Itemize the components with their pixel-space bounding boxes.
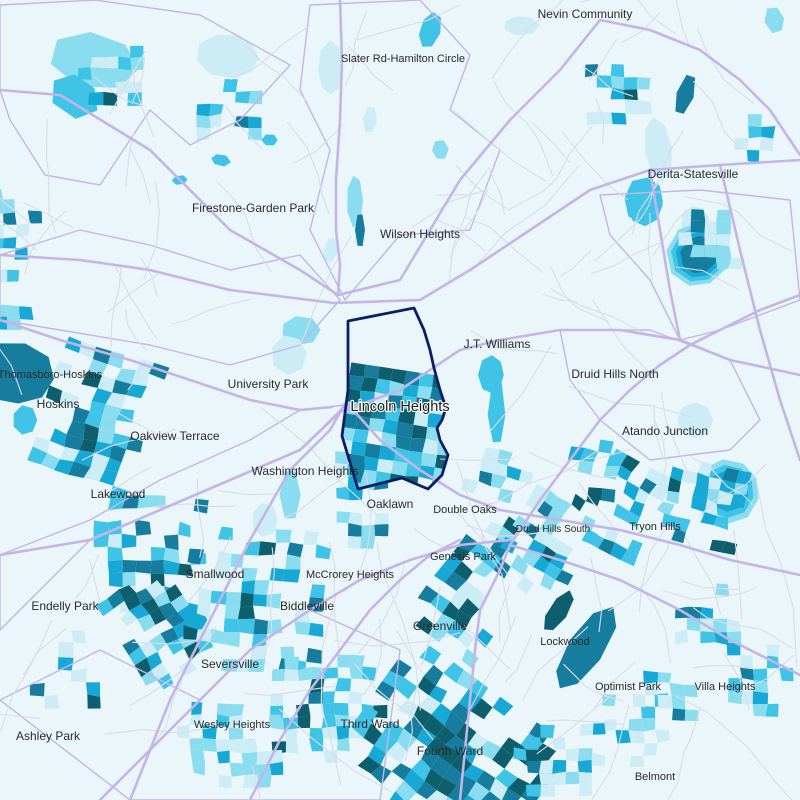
svg-text:Oakview Terrace: Oakview Terrace	[130, 429, 219, 443]
svg-text:Belmont: Belmont	[635, 771, 675, 783]
svg-text:Washington Heights: Washington Heights	[252, 464, 359, 478]
svg-text:Nevin Community: Nevin Community	[538, 7, 633, 21]
svg-text:Derita-Statesville: Derita-Statesville	[648, 167, 739, 181]
svg-text:Seversville: Seversville	[201, 657, 259, 671]
svg-text:Biddleville: Biddleville	[280, 599, 334, 613]
svg-text:Fourth Ward: Fourth Ward	[417, 744, 483, 758]
svg-text:Hoskins: Hoskins	[37, 397, 80, 411]
svg-text:McCrorey Heights: McCrorey Heights	[306, 569, 395, 581]
svg-text:Oaklawn: Oaklawn	[367, 497, 414, 511]
svg-text:Double Oaks: Double Oaks	[433, 504, 497, 516]
svg-text:Slater Rd-Hamilton Circle: Slater Rd-Hamilton Circle	[341, 53, 465, 65]
svg-text:Wesley Heights: Wesley Heights	[194, 719, 271, 731]
svg-text:Optimist Park: Optimist Park	[595, 681, 662, 693]
svg-text:Endelly Park: Endelly Park	[31, 599, 99, 613]
svg-text:University Park: University Park	[228, 377, 310, 391]
svg-text:Genesis Park: Genesis Park	[430, 551, 497, 563]
svg-text:Villa Heights: Villa Heights	[695, 681, 756, 693]
svg-text:Firestone-Garden Park: Firestone-Garden Park	[192, 201, 315, 215]
svg-text:Lakewood: Lakewood	[91, 487, 146, 501]
svg-text:J.T. Williams: J.T. Williams	[464, 337, 531, 351]
svg-text:Ashley Park: Ashley Park	[16, 729, 81, 743]
svg-text:Atando Junction: Atando Junction	[622, 424, 708, 438]
svg-text:Thomasboro-Hoskins: Thomasboro-Hoskins	[0, 369, 103, 381]
svg-text:Lockwood: Lockwood	[540, 636, 590, 648]
svg-text:Druid Hills North: Druid Hills North	[571, 367, 658, 381]
svg-text:Smallwood: Smallwood	[186, 567, 245, 581]
svg-text:Druid Hills South: Druid Hills South	[516, 524, 590, 535]
svg-text:Lincoln Heights: Lincoln Heights	[350, 399, 449, 415]
svg-text:Third Ward: Third Ward	[341, 717, 400, 731]
svg-text:Wilson Heights: Wilson Heights	[380, 227, 460, 241]
svg-text:Tryon Hills: Tryon Hills	[629, 521, 681, 533]
svg-text:Greenville: Greenville	[413, 619, 467, 633]
